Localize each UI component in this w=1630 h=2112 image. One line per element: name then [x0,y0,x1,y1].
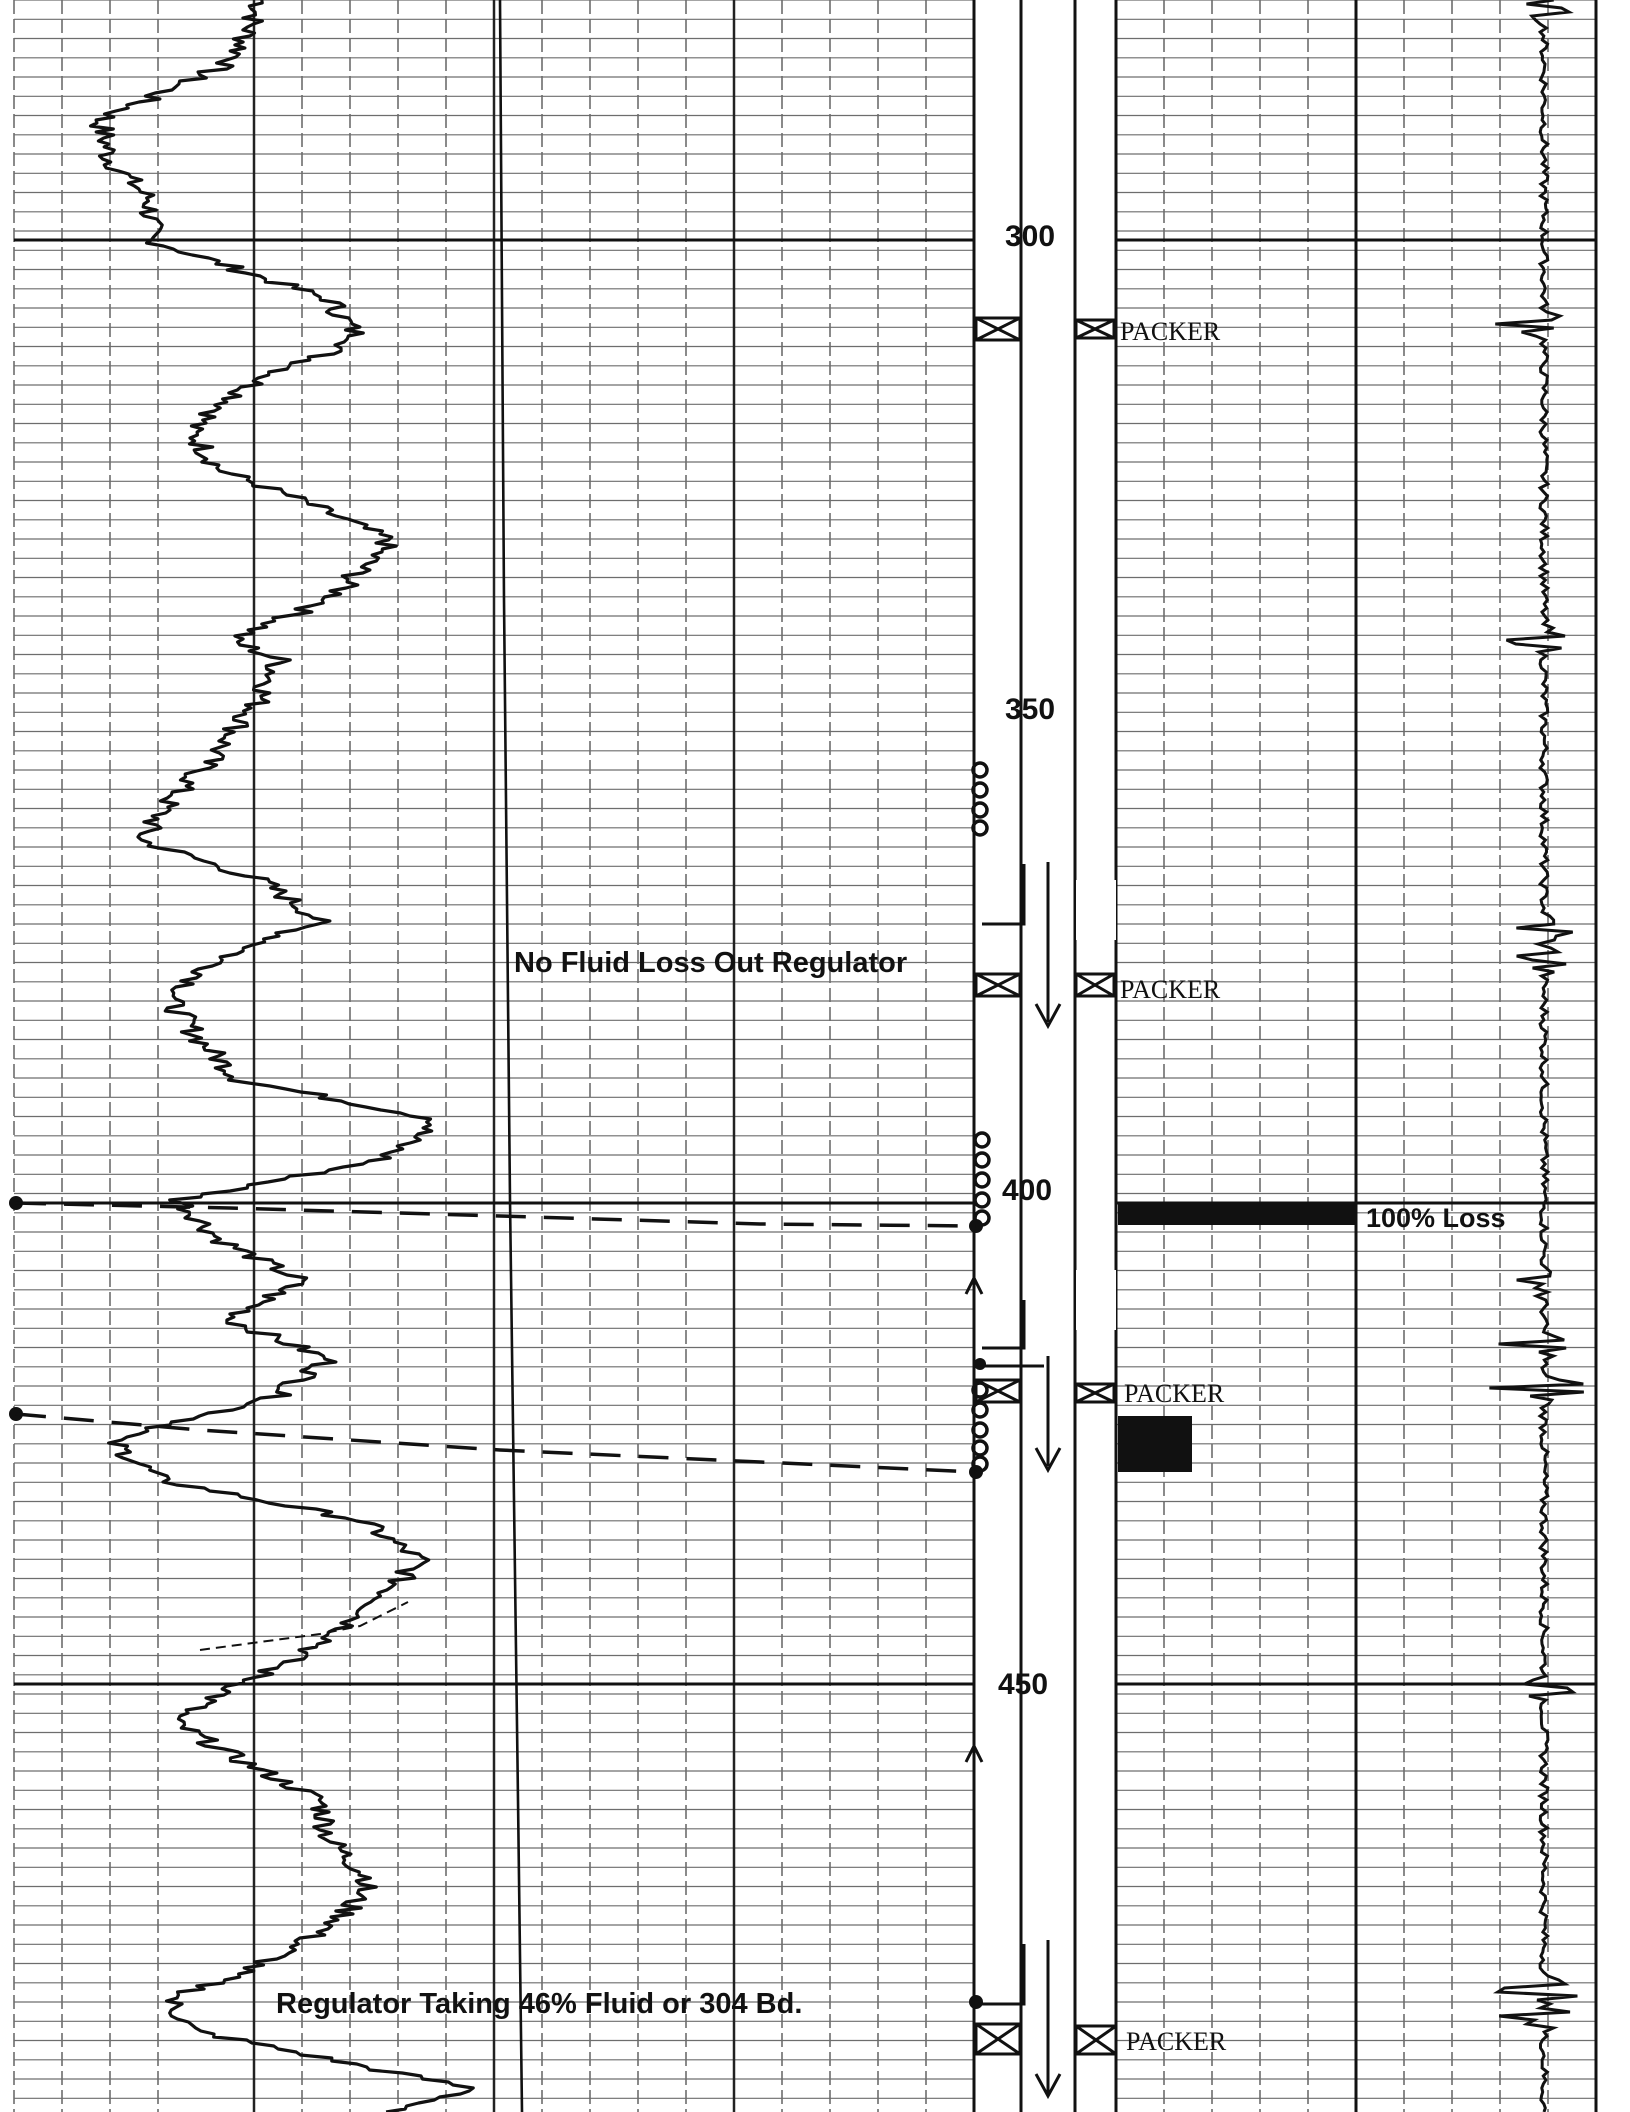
left-log-track [13,0,976,2112]
noise-log-trace [1489,0,1584,2112]
left-track-vertical-grid [13,0,927,2112]
annotation-no-fluid-loss: No Fluid Loss Out Regulator [514,947,907,979]
right-track-borders [1114,0,1598,2112]
flow-regulator-lower [964,1742,1062,2100]
packer-label-2: PACKER [1120,975,1221,1004]
left-track-major-depth-lines [14,238,974,1686]
gamma-ray-curve [89,0,475,2112]
packer-symbol-1 [974,316,1022,342]
packer-marker-1: PACKER [1074,317,1221,346]
fluid-loss-bar-small [1118,1416,1192,1472]
annotation-full-loss: 100% Loss [1366,1203,1506,1233]
depth-label-350: 350 [1005,693,1055,726]
flow-regulator-middle [964,1274,1062,1474]
packer-symbol-4 [974,2022,1022,2056]
depth-track: 300 350 400 450 [9,0,1077,2112]
packer-symbol-3 [974,1378,1022,1404]
faint-dashed-trace [199,1601,409,1651]
packer-marker-3: PACKER [1074,1379,1225,1408]
perforations-middle [973,1131,991,1227]
packer-label-4: PACKER [1126,2027,1227,2056]
depth-label-300: 300 [1005,220,1055,253]
annotation-regulator-taking: Regulator Taking 46% Fluid or 304 Bd. [276,1988,802,2020]
packer-symbol-2 [974,972,1022,998]
packer-marker-2: PACKER [1074,972,1221,1004]
perforations-upper [971,761,989,837]
packer-marker-4: PACKER [1074,2024,1227,2056]
correlation-dashed-lines [15,1201,977,1474]
depth-label-450: 450 [998,1668,1048,1701]
packer-label-1: PACKER [1120,317,1221,346]
reference-curve [498,0,524,2112]
right-track: PACKER PACKER PACKER PACKER [1074,0,1598,2112]
perforations-lower [971,1381,989,1473]
packer-label-3: PACKER [1124,1379,1225,1408]
fluid-loss-bar-100 [1118,1203,1356,1225]
flow-regulator-upper [982,862,1062,1030]
depth-label-400: 400 [1002,1174,1052,1207]
right-track-vertical-grid [1163,0,1549,2112]
